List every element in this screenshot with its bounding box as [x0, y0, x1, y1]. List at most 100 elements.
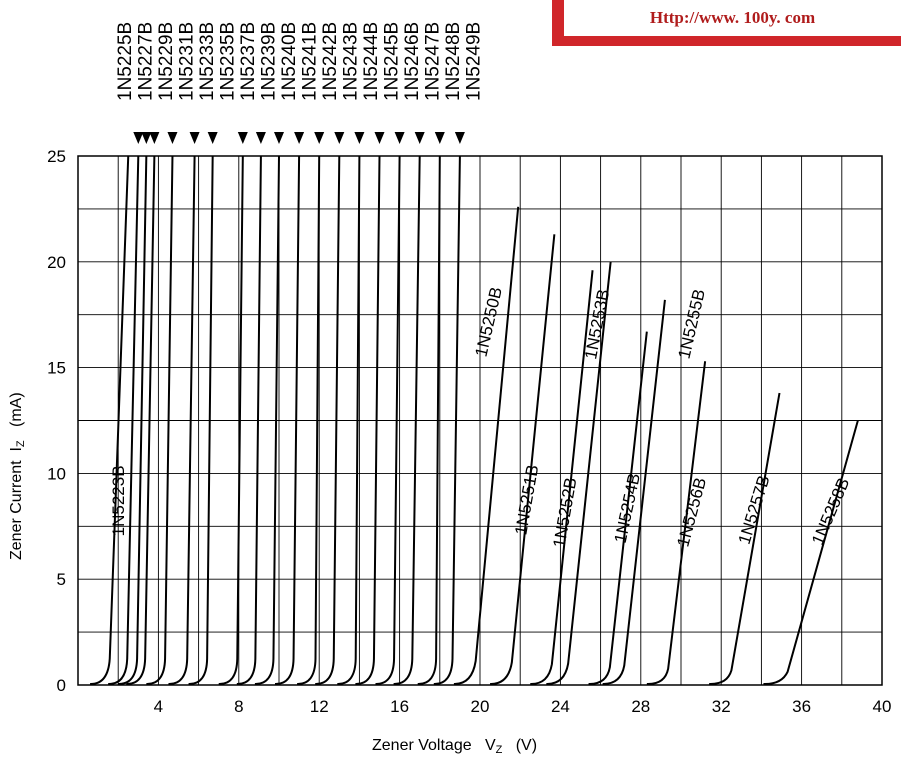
curve-1N5241B	[274, 155, 301, 685]
x-axis-title: Zener Voltage	[372, 737, 472, 754]
url-text: Http://www. 100y. com	[564, 0, 901, 36]
y-axis-symbol: I	[8, 447, 25, 452]
top-label: 1N5237B	[238, 22, 259, 101]
arrow-marker	[454, 132, 465, 144]
x-axis-symbol: V	[484, 737, 496, 754]
chart-curve-labels: 1N5223B 1N5250B 1N5251B 1N5252B 1N5253B 1N525…	[109, 285, 853, 549]
x-tick-label: 12	[310, 697, 329, 716]
curve-1N5258B	[763, 420, 859, 685]
curve-1N5242B	[297, 155, 321, 685]
curve-1N5253B	[546, 261, 612, 685]
x-tick-label: 36	[792, 697, 811, 716]
top-label: 1N5231B	[177, 22, 198, 101]
y-axis-unit: (mA)	[8, 392, 25, 427]
top-label: 1N5235B	[218, 22, 239, 101]
y-tick-label: 25	[47, 147, 66, 166]
arrow-marker	[334, 132, 345, 144]
arrow-marker	[189, 132, 200, 144]
curve-1N5233B	[168, 155, 196, 685]
curve-label: 1N5223B	[109, 465, 128, 536]
arrow-marker	[394, 132, 405, 144]
chart-curves	[90, 155, 859, 685]
y-tick-label: 20	[47, 253, 66, 272]
top-label: 1N5242B	[320, 22, 341, 101]
curve-1N5246B	[375, 155, 401, 685]
x-tick-label: 4	[154, 697, 163, 716]
x-tick-label: 24	[551, 697, 570, 716]
x-tick-label: 16	[390, 697, 409, 716]
curve-1N5235B	[188, 155, 214, 685]
curve-1N5245B	[355, 155, 381, 685]
curve-label: 1N5257B	[735, 473, 774, 546]
chart-top-labels: 1N5225B 1N5227B 1N5229B 1N5231B 1N5233B 1N523…	[115, 22, 485, 144]
curve-1N5254B	[588, 331, 648, 685]
x-tick-label: 20	[471, 697, 490, 716]
x-axis-subscript: Z	[495, 744, 503, 756]
arrow-marker	[274, 132, 284, 144]
url-banner: Http://www. 100y. com	[552, 0, 901, 46]
plot-frame	[77, 155, 883, 686]
curve-1N5247B	[393, 155, 421, 685]
y-tick-label: 15	[47, 359, 66, 378]
arrow-marker	[207, 132, 218, 144]
curve-1N5252B	[530, 270, 594, 685]
top-label: 1N5225B	[115, 22, 136, 101]
top-label: 1N5233B	[197, 22, 218, 101]
arrow-marker	[167, 132, 178, 144]
top-label: 1N5243B	[341, 22, 362, 101]
arrow-marker	[237, 132, 248, 144]
top-label: 1N5248B	[443, 22, 464, 101]
x-tick-label: 8	[234, 697, 243, 716]
top-label: 1N5240B	[279, 22, 300, 101]
curve-label: 1N5250B	[471, 285, 505, 358]
x-tick-label: 28	[631, 697, 650, 716]
y-axis-title: Zener Current	[8, 460, 25, 560]
curve-1N5240B	[254, 155, 280, 685]
curve-1N5249B	[433, 155, 461, 685]
arrow-marker	[133, 132, 144, 144]
arrow-marker	[255, 132, 266, 144]
curve-1N5244B	[337, 155, 361, 685]
arrow-marker	[434, 132, 445, 144]
curve-label: 1N5255B	[674, 287, 708, 360]
top-label: 1N5239B	[259, 22, 280, 101]
curve-1N5256B	[646, 361, 707, 685]
y-tick-label: 10	[47, 464, 66, 483]
arrow-marker	[141, 132, 152, 144]
y-tick-label: 0	[57, 676, 66, 695]
curve-label: 1N5253B	[581, 288, 613, 361]
curve-1N5243B	[315, 155, 341, 685]
curve-1N5248B	[417, 155, 441, 685]
y-tick-label: 5	[57, 570, 66, 589]
curve-label: 1N5251B	[511, 463, 542, 536]
top-label: 1N5245B	[382, 22, 403, 101]
curve-1N5229B	[126, 155, 156, 685]
curve-1N5255B	[602, 299, 666, 685]
curve-1N5250B	[453, 206, 520, 685]
curve-1N5237B	[218, 155, 244, 685]
curve-label: 1N5252B	[550, 476, 581, 549]
arrow-marker	[314, 132, 325, 144]
x-axis-label: Zener Voltage VZ (V)	[372, 737, 537, 756]
top-label: 1N5229B	[156, 22, 177, 101]
curve-label: 1N5258B	[808, 475, 853, 548]
top-label: 1N5246B	[402, 22, 423, 101]
top-label: 1N5244B	[361, 22, 382, 101]
top-label: 1N5249B	[464, 22, 485, 101]
y-axis-label: Zener Current IZ (mA)	[8, 392, 27, 560]
arrow-marker	[414, 132, 425, 144]
arrow-marker	[149, 132, 160, 144]
curve-1N5257B	[709, 392, 781, 685]
top-label: 1N5227B	[136, 22, 157, 101]
x-tick-label: 32	[712, 697, 731, 716]
arrow-marker	[294, 132, 305, 144]
y-axis-subscript: Z	[15, 440, 27, 448]
curve-1N5231B	[146, 155, 174, 685]
x-tick-label: 40	[873, 697, 892, 716]
curve-1N5239B	[236, 155, 262, 685]
top-label: 1N5247B	[423, 22, 444, 101]
x-axis-unit: (V)	[515, 737, 538, 754]
chart-tick-labels: 4 8 12 16 20 24 28 32 36 40 0 5 10 15 20 25	[47, 147, 891, 716]
curve-1N5227B	[118, 155, 148, 685]
